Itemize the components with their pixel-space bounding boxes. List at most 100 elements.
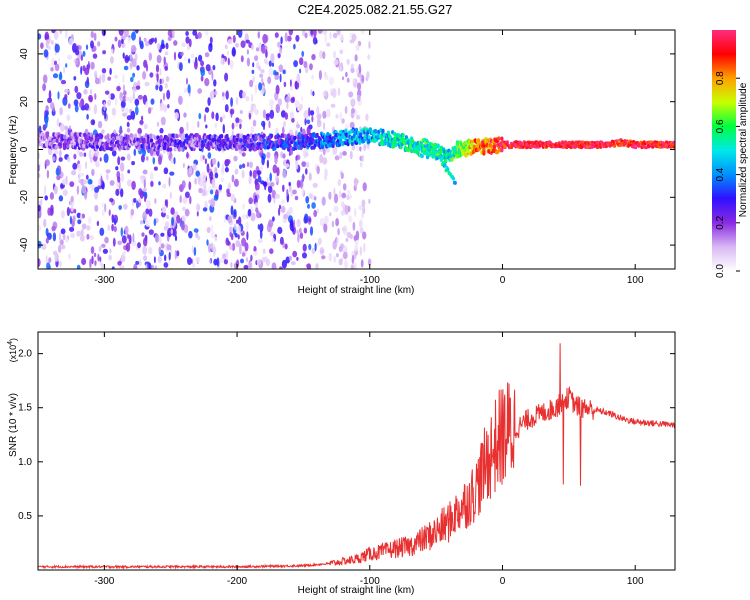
spectrogram-noise-blob [161,204,166,214]
spectrogram-noise-blob [67,156,71,163]
spectrogram-noise-blob [301,174,305,180]
spectrogram-noise-blob [123,30,129,38]
spectrogram-noise-blob [72,215,76,223]
spectrogram-noise-blob [58,73,63,81]
spectrogram-ridge-cell [634,146,638,150]
spectrogram-noise-blob [59,107,63,116]
spectrogram-noise-blob [294,130,298,137]
spectrogram-noise-blob [77,163,82,172]
spectrogram-noise-blob [191,245,194,254]
spectrogram-noise-blob [82,50,86,57]
spectrogram-noise-blob [48,90,52,100]
x-tick-label: -300 [94,576,114,587]
spectrogram-noise-blob [283,213,288,220]
spectrogram-noise-blob [129,96,133,104]
spectrogram-noise-blob [324,74,329,81]
spectrogram-ridge-cell [262,133,266,138]
spectrogram-noise-blob [64,130,68,136]
spectrogram-noise-blob [138,259,142,267]
spectrogram-noise-blob [85,161,88,170]
spectrogram-ridge-cell [225,133,229,139]
spectrogram-noise-blob [292,189,297,195]
spectrogram-ridge-cell [243,146,247,152]
spectrogram-noise-blob [245,257,249,263]
spectrogram-noise-blob [113,226,117,233]
spectrogram-noise-blob [229,244,233,250]
spectrogram-noise-blob [295,155,298,161]
spectrogram-noise-blob [252,62,255,68]
spectrogram-noise-blob [326,42,331,47]
spectrogram-branch-cell [430,142,434,147]
spectrogram-noise-blob [131,239,137,247]
spectrogram-noise-blob [91,255,94,265]
spectrogram-noise-blob [126,179,132,187]
spectrogram-noise-blob [328,76,334,86]
spectrogram-noise-blob [198,112,202,120]
spectrogram-noise-blob [109,93,115,100]
spectrogram-noise-blob [301,50,305,58]
spectrogram-ridge-cell [420,153,424,159]
spectrogram-noise-blob [120,188,124,198]
spectrogram-noise-blob [115,188,120,196]
snr-y-ticks: 0.5 1.0 1.5 2.0 [18,349,675,522]
spectrogram-noise-blob [227,57,230,66]
spectrogram-noise-blob [228,226,233,233]
spectrogram-noise-blob [261,78,264,83]
spectrogram-noise-blob [86,76,90,85]
spectrogram-noise-blob [188,38,192,48]
spectrogram-noise-blob [159,102,165,112]
spectrogram-noise-blob [311,115,314,123]
spectrogram-noise-blob [84,103,90,111]
spectrogram-noise-blob [284,32,288,42]
spectrogram-noise-blob [56,175,61,181]
spectrogram-noise-blob [103,153,109,163]
spectrogram-noise-blob [277,226,283,234]
spectrogram-noise-blob [231,242,236,252]
spectrogram-noise-blob [340,172,344,180]
spectrogram-noise-blob [291,261,296,266]
spectrogram-noise-blob [277,53,281,59]
spectrogram-noise-blob [93,252,97,258]
spectrogram-noise-blob [170,157,174,164]
spectrogram-noise-blob [204,158,207,165]
spectrogram-noise-blob [131,180,136,190]
spectrogram-noise-blob [99,227,105,236]
spectrogram-noise-blob [337,87,341,96]
spectrogram-noise-blob [299,232,304,240]
spectrogram-noise-blob [254,55,259,61]
spectrogram-noise-blob [272,216,275,222]
spectrogram-noise-blob [207,243,212,253]
spectrogram-noise-blob [85,174,89,180]
spectrogram-ridge-cell [148,133,153,138]
spectrogram-noise-blob [163,167,169,175]
spectrogram-noise-blob [209,36,213,44]
spectrogram-noise-blob [223,258,228,265]
spectrogram-noise-blob [241,163,246,169]
spectrogram-noise-blob [109,67,112,76]
spectrogram-noise-blob [85,44,89,50]
spectrogram-ridge-cell [55,138,59,143]
spectrogram-noise-blob [52,73,59,79]
spectrogram-noise-blob [81,257,87,266]
spectrogram-branch-cell [426,139,429,144]
spectrogram-noise-blob [270,182,275,187]
spectrogram-ridge-cell [432,153,436,158]
spectrogram-ridge-cell [344,128,348,133]
spectrogram-noise-blob [74,85,79,93]
spectrogram-noise-blob [59,149,62,158]
spectrogram-noise-blob [69,125,71,130]
spectrogram-noise-blob [334,155,340,161]
spectrogram-noise-blob [211,157,217,165]
spectrogram-noise-blob [235,240,241,248]
spectrogram-noise-blob [38,173,41,178]
spectrogram-noise-blob [355,145,361,152]
spectrogram-noise-blob [184,208,190,217]
spectrogram-noise-blob [282,69,286,75]
spectrogram-branch-cell [453,180,457,185]
spectrogram-noise-blob [195,170,200,177]
spectrogram-noise-blob [306,119,311,125]
spectrogram-noise-blob [322,51,326,60]
spectrogram-ridge-cell [111,138,115,143]
spectrogram-noise-blob [60,210,65,219]
spectrogram-noise-blob [120,254,126,263]
